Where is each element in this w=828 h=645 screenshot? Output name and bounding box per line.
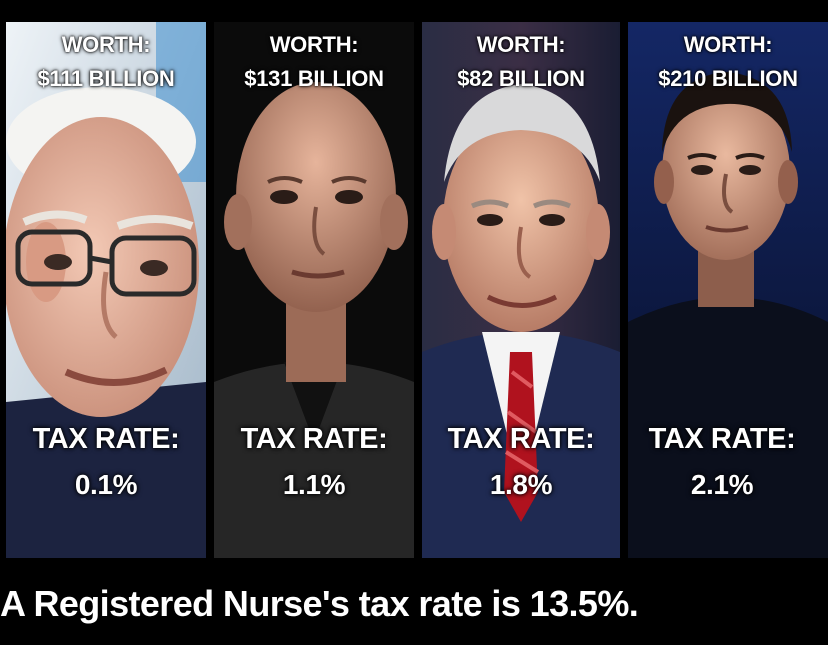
dark-haired-man-portrait	[628, 22, 828, 558]
worth-label: WORTH:	[269, 32, 359, 57]
elderly-man-portrait	[6, 22, 206, 558]
tax-block-4: TAX RATE: 2.1%	[616, 416, 828, 508]
worth-label: WORTH:	[61, 32, 151, 57]
tax-rate-value: 0.1%	[74, 469, 138, 500]
worth-label: WORTH:	[476, 32, 566, 57]
tax-rate-value: 1.1%	[282, 469, 346, 500]
worth-block-2: WORTH: $131 BILLION	[214, 28, 414, 96]
tax-rate-value: 1.8%	[489, 469, 553, 500]
grey-haired-man-portrait	[422, 22, 620, 558]
worth-label: WORTH:	[683, 32, 773, 57]
tax-rate-label: TAX RATE:	[447, 423, 595, 455]
worth-value: $210 BILLION	[658, 66, 798, 91]
portrait-panel-4: WORTH: $210 BILLION	[628, 22, 828, 558]
tax-rate-label: TAX RATE:	[648, 423, 796, 455]
portrait-panel-2: WORTH: $131 BILLION	[214, 22, 414, 558]
tax-block-2: TAX RATE: 1.1%	[202, 416, 426, 508]
tax-rate-label: TAX RATE:	[32, 423, 180, 455]
tax-block-1: TAX RATE: 0.1%	[0, 416, 218, 508]
portrait-panel-1: WORTH: $111 BILLION	[6, 22, 206, 558]
nurse-tax-caption: A Registered Nurse's tax rate is 13.5%.	[0, 583, 639, 624]
worth-block-1: WORTH: $111 BILLION	[6, 28, 206, 96]
tax-rate-value: 2.1%	[690, 469, 754, 500]
worth-block-3: WORTH: $82 BILLION	[422, 28, 620, 96]
worth-block-4: WORTH: $210 BILLION	[628, 28, 828, 96]
worth-value: $111 BILLION	[37, 66, 175, 91]
worth-value: $82 BILLION	[457, 66, 585, 91]
worth-value: $131 BILLION	[244, 66, 384, 91]
portrait-panel-3: WORTH: $82 BILLION	[422, 22, 620, 558]
tax-rate-label: TAX RATE:	[240, 423, 388, 455]
bald-man-portrait	[214, 22, 414, 558]
tax-block-3: TAX RATE: 1.8%	[410, 416, 632, 508]
